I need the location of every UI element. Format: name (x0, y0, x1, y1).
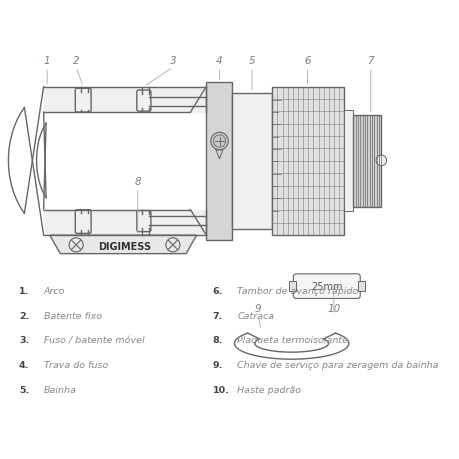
Polygon shape (50, 235, 196, 254)
Bar (288, 281, 296, 292)
Text: 8: 8 (134, 176, 141, 186)
FancyBboxPatch shape (293, 274, 359, 299)
Text: 5: 5 (248, 56, 255, 66)
Text: DIGIMESS: DIGIMESS (98, 241, 151, 251)
Circle shape (210, 133, 228, 151)
Text: 1.: 1. (19, 286, 29, 296)
FancyBboxPatch shape (75, 89, 91, 113)
Text: 7.: 7. (212, 311, 222, 320)
Circle shape (375, 156, 386, 166)
Text: Chave de serviço para zeragem da bainha: Chave de serviço para zeragem da bainha (236, 360, 438, 369)
Text: Tambor de avanço rápido: Tambor de avanço rápido (236, 286, 358, 296)
Text: 8.: 8. (212, 336, 223, 345)
Text: Catraca: Catraca (236, 311, 274, 320)
Text: 6.: 6. (212, 286, 222, 296)
Polygon shape (44, 210, 206, 235)
Text: Bainha: Bainha (44, 385, 76, 394)
Text: 3: 3 (169, 56, 176, 66)
Text: Fuso / batente móvel: Fuso / batente móvel (44, 336, 144, 345)
Text: Haste padrão: Haste padrão (236, 385, 301, 394)
Text: 9: 9 (254, 303, 261, 313)
Bar (231, 94, 272, 230)
FancyBboxPatch shape (136, 211, 151, 232)
Text: Batente fixo: Batente fixo (44, 311, 101, 320)
Bar (353, 115, 381, 207)
Text: 6: 6 (303, 56, 310, 66)
Text: Arco: Arco (44, 286, 65, 296)
Text: 9.: 9. (212, 360, 222, 369)
FancyBboxPatch shape (136, 91, 151, 112)
Text: 4.: 4. (19, 360, 29, 369)
Text: 25mm: 25mm (310, 281, 342, 291)
Text: 2: 2 (73, 56, 79, 66)
FancyBboxPatch shape (75, 210, 91, 234)
Text: 4: 4 (216, 56, 222, 66)
Bar (344, 111, 353, 212)
Text: Trava do fuso: Trava do fuso (44, 360, 108, 369)
Text: 10: 10 (326, 303, 340, 313)
Bar (357, 281, 364, 292)
Text: 1: 1 (44, 56, 50, 66)
Text: 5.: 5. (19, 385, 29, 394)
Bar (272, 87, 344, 235)
Text: 10.: 10. (212, 385, 229, 394)
Bar (206, 83, 231, 240)
Text: 2.: 2. (19, 311, 29, 320)
Text: 3.: 3. (19, 336, 29, 345)
Text: 7: 7 (367, 56, 373, 66)
Polygon shape (44, 87, 206, 113)
Polygon shape (190, 87, 206, 113)
Text: Plaqueta termoisolante: Plaqueta termoisolante (236, 336, 347, 345)
